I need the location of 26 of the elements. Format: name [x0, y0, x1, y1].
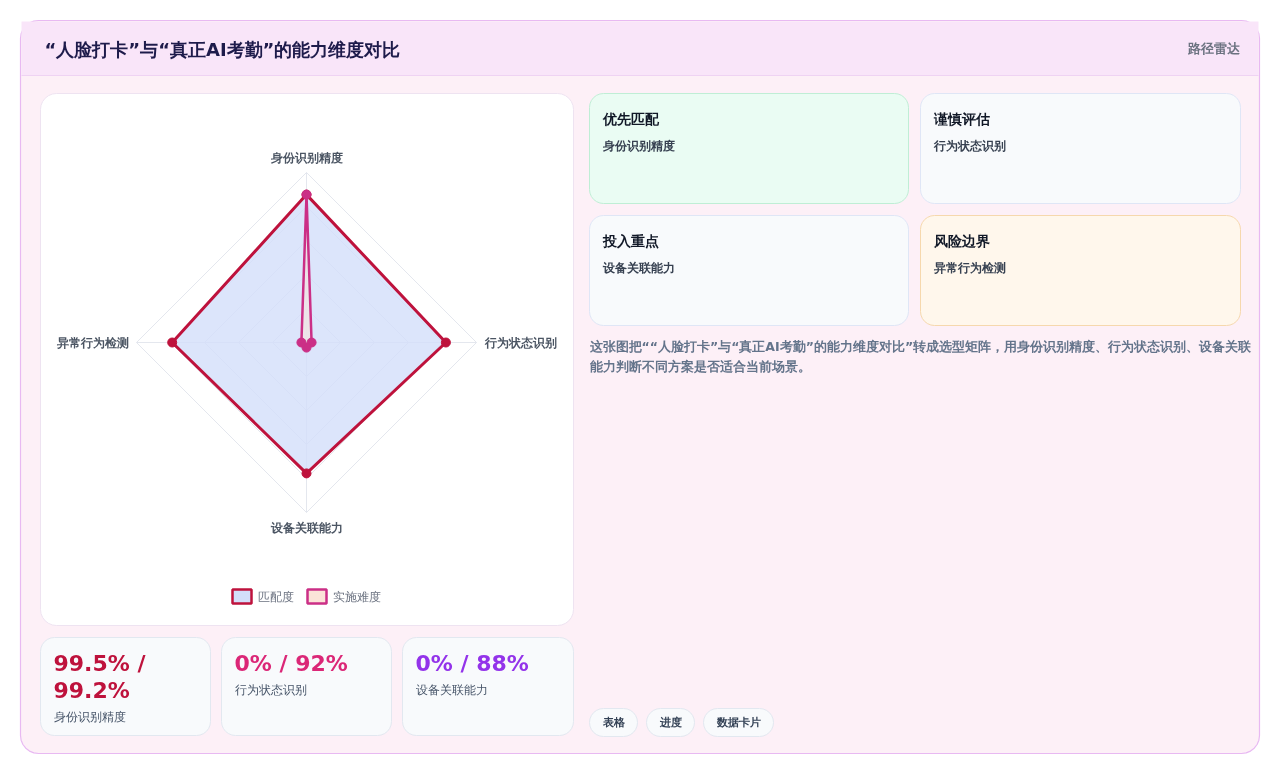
text: 谨慎评估 — [932, 110, 990, 127]
spoke-label: 设备关联能力 — [269, 520, 343, 535]
text: 路径雷达 — [1186, 41, 1241, 56]
text: 异常行为检测 — [932, 260, 1006, 275]
text: 表格 — [601, 716, 626, 729]
text: 数据卡片 — [715, 716, 761, 729]
spoke-label: 身份识别精度 — [269, 150, 343, 165]
text: 0% / 92% — [234, 651, 348, 676]
text: 投入重点 — [601, 232, 659, 249]
spoke-label: 异常行为检测 — [55, 335, 129, 350]
text: 身份识别精度 — [601, 138, 675, 153]
text: 行为状态识别 — [932, 138, 1006, 153]
text: 设备关联能力 — [601, 260, 675, 275]
text: 设备关联能力 — [415, 682, 488, 697]
text: 风险边界 — [932, 232, 990, 249]
text: 进度 — [658, 716, 682, 729]
legend-label: 实施难度 — [332, 589, 381, 604]
text: 行为状态识别 — [234, 682, 307, 697]
text: 99.5% / 99.2% — [53, 651, 147, 703]
text: 身份识别精度 — [53, 709, 126, 724]
spoke-label: 行为状态识别 — [483, 335, 557, 350]
legend-label: 匹配度 — [257, 589, 294, 604]
chart-title: “人脸打卡”与“真正AI考勤”的能力维度对比 — [44, 39, 401, 60]
text: 优先匹配 — [601, 110, 660, 127]
text: 这张图把““人脸打卡”与“真正AI考勤”的能力维度对比”转成选型矩阵，用身份识别精度、行为状态识别、设备关联能力判断不同方案是否适合当前场景。 — [588, 339, 1253, 374]
text: 0% / 88% — [415, 651, 529, 676]
